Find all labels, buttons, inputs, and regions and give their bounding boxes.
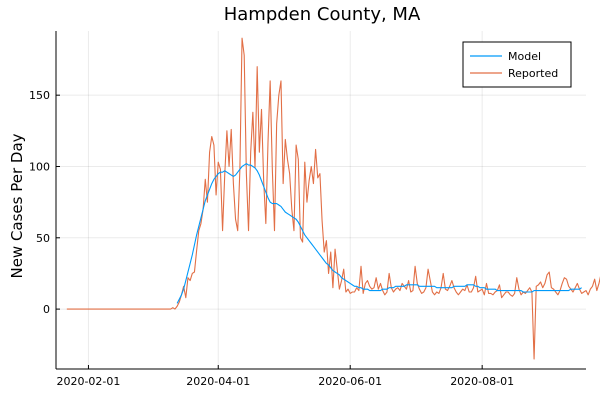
y-tick-label: 100: [29, 160, 50, 173]
y-tick-label: 50: [36, 232, 50, 245]
axes: [55, 31, 586, 370]
x-tick-label: 2020-06-01: [318, 375, 382, 388]
legend: Model Reported: [462, 41, 572, 88]
chart-title: Hampden County, MA: [224, 4, 421, 25]
x-tick-label: 2020-04-01: [186, 375, 250, 388]
y-tick-label: 150: [29, 89, 50, 102]
series-line-model: [176, 163, 582, 304]
series-line-reported: [66, 37, 600, 360]
series-layer: [66, 37, 600, 360]
y-axis-label: New Cases Per Day: [8, 133, 26, 278]
legend-label-model: Model: [508, 50, 541, 63]
ticks: 2020-02-01 2020-04-01 2020-06-01 2020-08-01…: [29, 89, 514, 388]
legend-label-reported: Reported: [508, 67, 558, 80]
legend-box: [462, 41, 572, 88]
x-tick-label: 2020-02-01: [56, 375, 120, 388]
x-tick-label: 2020-08-01: [450, 375, 514, 388]
y-tick-label: 0: [43, 303, 50, 316]
